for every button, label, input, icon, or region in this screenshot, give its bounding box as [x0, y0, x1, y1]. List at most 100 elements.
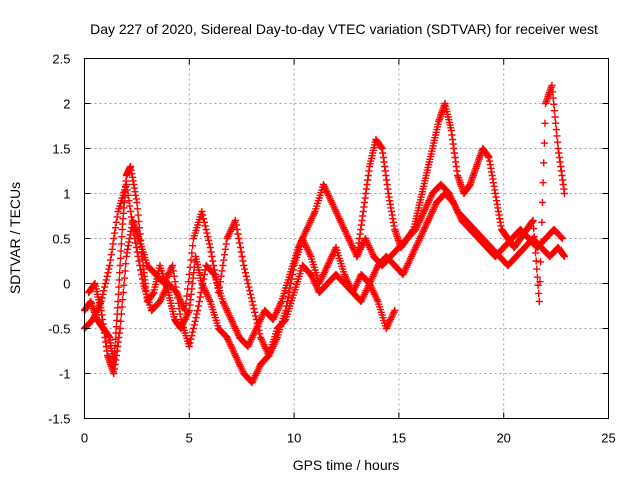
data-point: [247, 294, 255, 302]
data-point: [203, 229, 211, 237]
data-point: [283, 297, 291, 306]
data-point: [212, 275, 220, 283]
data-point: [116, 261, 124, 270]
x-tick-label: 10: [287, 431, 301, 446]
data-point: [134, 211, 142, 219]
data-point: [256, 330, 264, 338]
data-point: [251, 308, 259, 316]
data-point: [99, 290, 107, 298]
data-point: [232, 221, 240, 229]
data-point: [548, 88, 557, 96]
data-point: [529, 216, 537, 225]
data-point: [235, 234, 243, 243]
data-point: [114, 297, 122, 306]
data-point: [287, 279, 295, 288]
data-point: [531, 249, 540, 257]
data-point: [111, 224, 120, 232]
data-point: [133, 248, 141, 256]
data-point: [187, 256, 195, 264]
data-point: [284, 293, 292, 301]
y-tick-label: 2.5: [52, 52, 70, 67]
data-point: [289, 266, 297, 274]
data-point: [285, 288, 293, 297]
data-point: [538, 198, 547, 207]
data-point: [125, 197, 133, 205]
data-point: [131, 234, 139, 243]
data-point: [552, 126, 560, 134]
data-point: [137, 270, 146, 279]
data-point: [538, 218, 546, 226]
data-point: [250, 305, 258, 313]
data-point: [115, 283, 123, 291]
data-point: [103, 272, 111, 280]
data-point: [109, 240, 117, 248]
data-point: [557, 234, 566, 242]
data-point: [221, 245, 229, 253]
data-point: [127, 213, 136, 221]
data-point: [132, 243, 141, 252]
data-point: [122, 260, 130, 268]
data-point: [210, 266, 219, 274]
data-point: [113, 316, 121, 324]
data-point: [209, 257, 217, 265]
data-point: [216, 278, 224, 286]
data-point: [222, 240, 230, 248]
data-point: [248, 297, 256, 306]
data-point: [120, 274, 129, 282]
data-point: [135, 257, 143, 265]
data-point: [236, 243, 245, 252]
data-point: [101, 283, 109, 291]
data-point: [533, 273, 542, 281]
x-axis-label: GPS time / hours: [293, 457, 400, 473]
data-series-trace-b: [85, 180, 569, 378]
data-point: [201, 222, 209, 230]
data-point: [533, 265, 541, 273]
data-point: [116, 269, 124, 277]
y-tick-label: -1: [59, 367, 71, 382]
data-point: [210, 270, 218, 278]
data-point: [129, 224, 137, 232]
y-tick-label: -0.5: [48, 322, 70, 337]
x-tick-label: 15: [392, 431, 406, 446]
data-point: [210, 261, 218, 270]
data-point: [171, 278, 179, 286]
chart-title: Day 227 of 2020, Sidereal Day-to-day VTE…: [90, 21, 598, 37]
data-point: [116, 254, 125, 262]
data-point: [123, 186, 131, 194]
data-point: [114, 304, 122, 312]
data-point: [553, 138, 562, 146]
data-point: [185, 270, 193, 279]
data-point: [119, 296, 127, 304]
data-point: [133, 198, 141, 207]
y-tick-label: 0.5: [52, 232, 70, 247]
data-point: [169, 267, 177, 275]
data-point: [105, 265, 113, 273]
data-point: [236, 239, 244, 247]
data-point: [102, 276, 110, 284]
data-point: [101, 279, 110, 288]
data-point: [200, 270, 208, 279]
data-point: [106, 261, 114, 270]
data-point: [118, 303, 126, 311]
data-point: [196, 293, 204, 301]
data-point: [214, 284, 222, 292]
data-point: [252, 315, 260, 324]
data-point: [107, 251, 115, 259]
data-point: [117, 240, 125, 248]
data-point: [137, 266, 145, 274]
data-point: [558, 234, 566, 243]
data-point: [202, 225, 210, 234]
data-point: [189, 242, 197, 250]
data-point: [191, 317, 199, 325]
data-point: [246, 287, 254, 295]
data-point: [193, 310, 201, 318]
data-point: [238, 252, 246, 261]
data-point: [241, 269, 250, 277]
data-point: [117, 317, 125, 325]
data-point: [182, 299, 190, 307]
data-point: [114, 290, 123, 298]
data-point: [217, 272, 225, 280]
data-point: [188, 332, 196, 340]
data-point: [539, 179, 547, 187]
